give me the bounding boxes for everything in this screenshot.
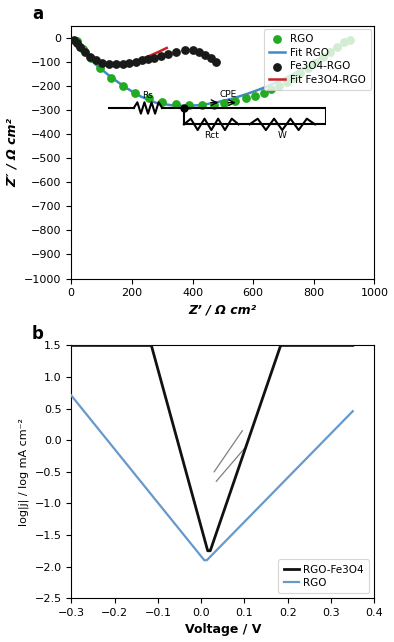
Fit Fe3O4-RGO <box>71 35 75 43</box>
RGO <box>268 84 275 94</box>
Fit Fe3O4-RGO <box>139 55 143 63</box>
Line: Fit Fe3O4-RGO: Fit Fe3O4-RGO <box>73 39 167 65</box>
RGO <box>341 37 347 48</box>
RGO <box>173 99 179 109</box>
Fe3O4-RGO <box>126 58 133 68</box>
Text: a: a <box>32 5 43 23</box>
Fit RGO <box>123 84 128 92</box>
Fit Fe3O4-RGO <box>76 42 81 49</box>
RGO <box>159 96 165 107</box>
Fit RGO <box>93 60 98 68</box>
RGO <box>242 93 249 103</box>
Fit Fe3O4-RGO <box>93 56 98 64</box>
Y-axis label: log|j| / log mA cm⁻²: log|j| / log mA cm⁻² <box>18 418 29 526</box>
RGO <box>221 98 227 108</box>
Fit Fe3O4-RGO <box>111 61 116 69</box>
Fit RGO <box>199 101 204 109</box>
Fe3O4-RGO <box>93 55 99 65</box>
Fe3O4-RGO <box>74 38 80 48</box>
RGO <box>74 37 80 47</box>
Fit RGO <box>290 71 295 78</box>
Fit RGO <box>230 95 234 103</box>
RGO <box>108 73 114 83</box>
Fit RGO <box>154 99 158 107</box>
Fe3O4-RGO <box>158 51 164 61</box>
Text: b: b <box>32 325 44 343</box>
Fe3O4-RGO <box>133 56 139 67</box>
X-axis label: Z’ / Ω cm²: Z’ / Ω cm² <box>189 304 257 317</box>
RGO <box>232 96 238 107</box>
RGO <box>305 64 311 74</box>
RGO <box>132 87 138 98</box>
Fit Fe3O4-RGO <box>157 48 162 55</box>
Fit RGO <box>71 35 75 43</box>
Fe3O4-RGO <box>213 56 219 67</box>
Fe3O4-RGO <box>82 47 88 57</box>
Fe3O4-RGO <box>190 45 196 55</box>
Y-axis label: Z″ / Ω cm²: Z″ / Ω cm² <box>6 117 19 187</box>
Fe3O4-RGO <box>151 53 157 63</box>
Fe3O4-RGO <box>87 51 93 62</box>
RGO <box>283 77 290 87</box>
Line: Fit RGO: Fit RGO <box>73 39 350 106</box>
RGO <box>260 87 267 98</box>
Fit RGO <box>305 62 310 70</box>
Fit RGO <box>184 102 189 110</box>
Fit RGO <box>348 37 353 44</box>
Fe3O4-RGO <box>208 53 214 64</box>
Legend: RGO-Fe3O4, RGO: RGO-Fe3O4, RGO <box>279 559 369 593</box>
Fit RGO <box>214 98 219 106</box>
Fe3O4-RGO <box>106 59 112 69</box>
Fit RGO <box>81 48 86 55</box>
Fe3O4-RGO <box>139 55 145 65</box>
Fit RGO <box>260 85 265 92</box>
RGO <box>333 42 340 52</box>
Fit Fe3O4-RGO <box>148 52 152 60</box>
RGO <box>276 80 282 91</box>
Fit Fe3O4-RGO <box>164 44 169 52</box>
Fit RGO <box>108 73 113 81</box>
Fe3O4-RGO <box>99 58 106 68</box>
RGO <box>88 53 94 64</box>
RGO <box>312 58 318 68</box>
Fit RGO <box>139 92 143 100</box>
Fe3O4-RGO <box>165 49 171 59</box>
RGO <box>120 81 126 91</box>
Fit Fe3O4-RGO <box>121 60 125 68</box>
RGO <box>327 46 334 56</box>
Fe3O4-RGO <box>201 49 208 60</box>
Fit RGO <box>169 101 174 109</box>
Fit Fe3O4-RGO <box>84 49 89 56</box>
Fe3O4-RGO <box>182 45 188 55</box>
RGO <box>210 100 217 110</box>
RGO <box>297 68 303 78</box>
Fe3O4-RGO <box>77 42 84 53</box>
Fe3O4-RGO <box>195 47 202 57</box>
Fit Fe3O4-RGO <box>102 60 107 67</box>
Legend: RGO, Fit RGO, Fe3O4-RGO, Fit Fe3O4-RGO: RGO, Fit RGO, Fe3O4-RGO, Fit Fe3O4-RGO <box>264 29 371 91</box>
Fe3O4-RGO <box>173 47 180 57</box>
RGO <box>97 63 103 73</box>
RGO <box>320 52 326 62</box>
Fe3O4-RGO <box>145 54 151 64</box>
RGO <box>145 93 152 103</box>
RGO <box>199 100 205 110</box>
Fit RGO <box>321 53 325 60</box>
Fe3O4-RGO <box>71 35 77 45</box>
Fit Fe3O4-RGO <box>130 58 134 66</box>
RGO <box>251 91 258 101</box>
Fit RGO <box>336 43 340 51</box>
Fit RGO <box>275 78 280 86</box>
RGO <box>80 44 87 54</box>
Fit RGO <box>245 90 249 98</box>
Fe3O4-RGO <box>113 59 119 69</box>
X-axis label: Voltage / V: Voltage / V <box>185 623 261 636</box>
RGO <box>290 73 296 83</box>
RGO <box>347 35 353 45</box>
RGO <box>186 100 193 110</box>
Fe3O4-RGO <box>120 58 126 69</box>
